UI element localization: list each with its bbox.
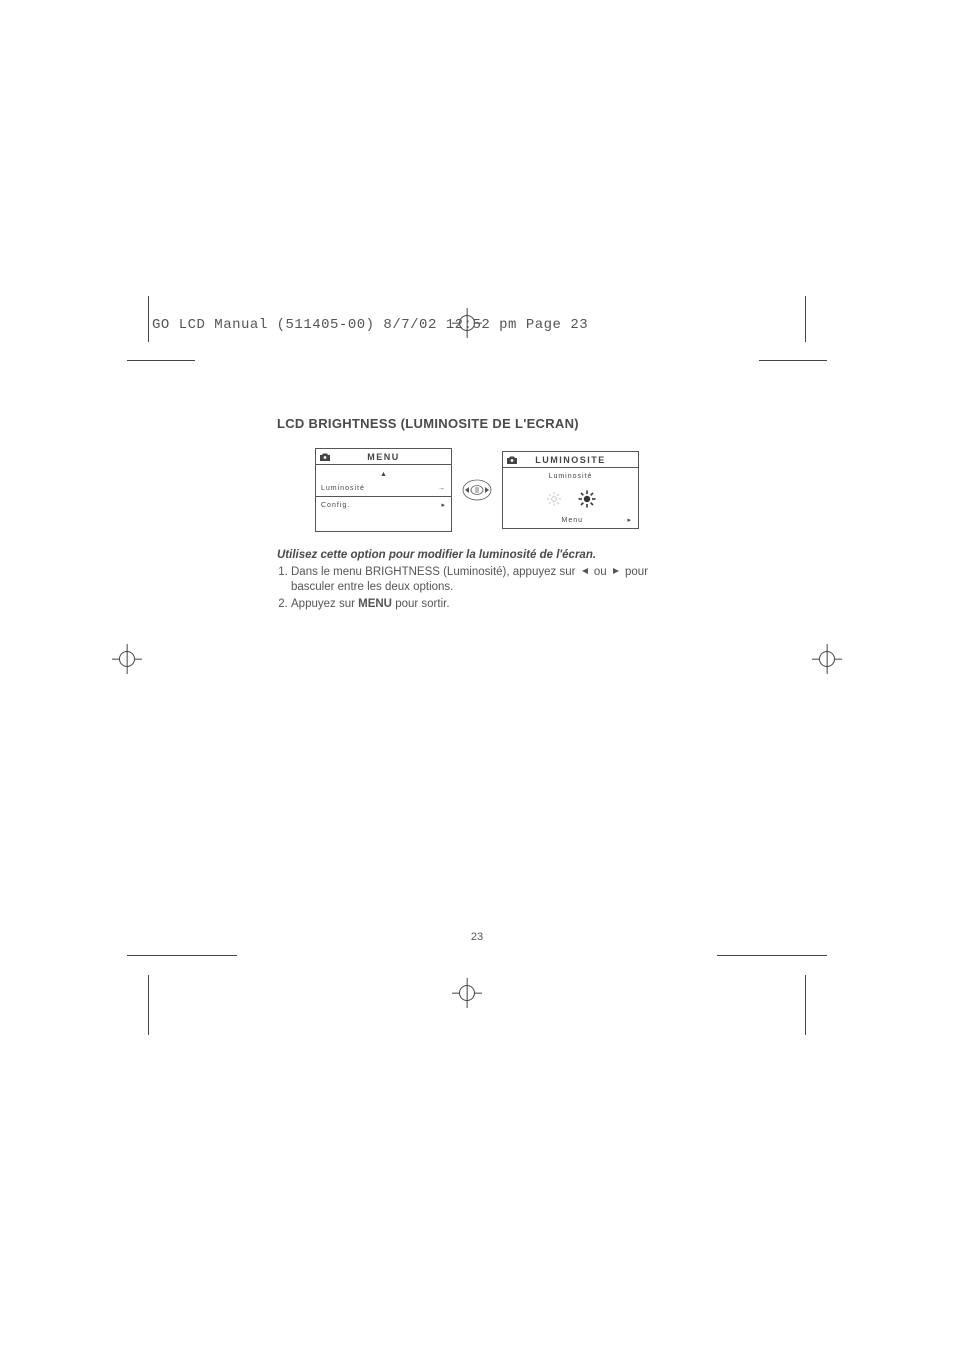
crop-mark — [805, 975, 806, 1035]
print-slug: GO LCD Manual (511405-00) 8/7/02 12:52 p… — [152, 317, 588, 333]
instructions-block: Utilisez cette option pour modifier la l… — [277, 548, 657, 613]
right-arrow-icon — [612, 567, 620, 575]
crop-mark — [805, 296, 806, 342]
intro-line: Utilisez cette option pour modifier la l… — [277, 548, 657, 564]
dpad-icon — [462, 479, 492, 501]
crop-mark — [717, 955, 827, 956]
lcd-luminosite-screen: LUMINOSITE Luminosité — [502, 451, 639, 529]
menu-list: Luminosité → Config. ▸ — [316, 481, 451, 513]
section-heading: LCD BRIGHTNESS (LUMINOSITE DE L'ECRAN) — [277, 416, 579, 431]
step-1: Dans le menu BRIGHTNESS (Luminosité), ap… — [291, 565, 657, 596]
crop-mark — [127, 955, 237, 956]
sun-dim-icon[interactable] — [546, 491, 562, 507]
sun-bright-icon[interactable] — [578, 490, 596, 508]
luminosite-label: Luminosité — [503, 468, 638, 482]
lcd-header: MENU — [316, 449, 451, 465]
left-arrow-icon — [581, 567, 589, 575]
menu-row-config[interactable]: Config. ▸ — [316, 497, 451, 513]
right-arrow-icon: ▸ — [627, 516, 632, 524]
lcd-header: LUMINOSITE — [503, 452, 638, 468]
lcd-header-title: MENU — [330, 452, 437, 462]
lcd-menu-screen: MENU ▲ Luminosité → Config. ▸ — [315, 448, 452, 532]
menu-row-label: Config. — [321, 502, 350, 509]
lcd-screens-row: MENU ▲ Luminosité → Config. ▸ — [315, 448, 639, 532]
up-arrow-icon: ▲ — [380, 471, 387, 478]
crop-mark — [127, 360, 195, 361]
registration-mark — [812, 644, 842, 674]
brightness-icons — [503, 490, 638, 508]
camera-icon — [320, 453, 330, 461]
right-arrow-icon: ▸ — [441, 501, 446, 509]
right-arrow-icon: → — [438, 485, 446, 492]
menu-return-label: Menu — [527, 517, 617, 524]
registration-mark — [112, 644, 142, 674]
menu-row-label: Luminosité — [321, 485, 365, 492]
registration-mark — [452, 978, 482, 1008]
menu-row-luminosite[interactable]: Luminosité → — [316, 481, 451, 497]
crop-mark — [148, 975, 149, 1035]
lcd-header-title: LUMINOSITE — [517, 455, 624, 465]
camera-icon — [507, 456, 517, 464]
page-number: 23 — [0, 931, 954, 943]
crop-mark — [759, 360, 827, 361]
step-2: Appuyez sur MENU pour sortir. — [291, 597, 657, 613]
crop-mark — [148, 296, 149, 342]
luminosite-footer: Menu ▸ — [503, 514, 638, 528]
